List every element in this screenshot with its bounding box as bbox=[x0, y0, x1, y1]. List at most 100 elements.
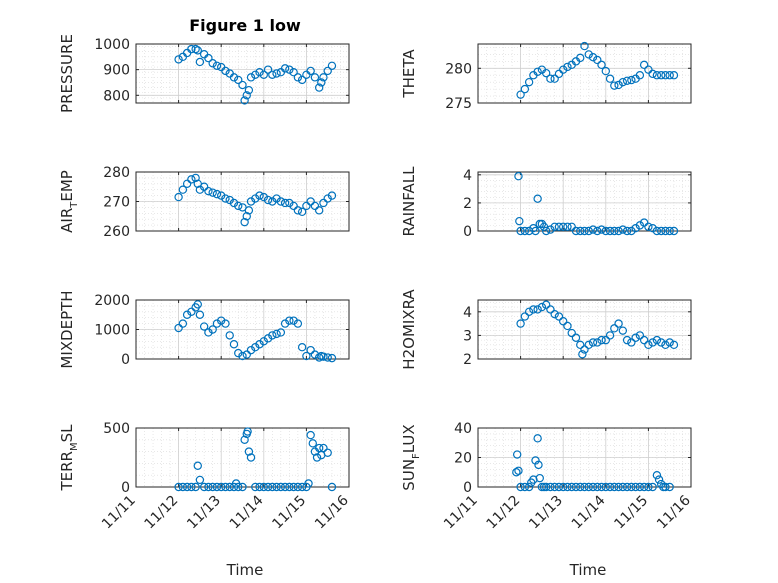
y-axis-label: TERRMSL bbox=[58, 424, 80, 492]
data-point bbox=[306, 345, 315, 355]
y-tick-label: 2 bbox=[463, 352, 472, 368]
data-point bbox=[639, 482, 649, 492]
data-point bbox=[588, 225, 598, 234]
data-point bbox=[622, 335, 632, 345]
data-point bbox=[601, 482, 611, 492]
data-point bbox=[225, 195, 234, 205]
data-point bbox=[302, 201, 311, 211]
data-point bbox=[622, 226, 632, 236]
subplot-rainfall: 0 2 4 RAINFALL bbox=[400, 166, 692, 240]
y-axis-label: H2OMIXRA bbox=[400, 289, 418, 370]
x-tick-label: 11/16 bbox=[654, 492, 694, 532]
data-point bbox=[618, 326, 628, 335]
axes-box bbox=[477, 299, 692, 360]
data-point bbox=[597, 60, 606, 70]
y-tick-label: 280 bbox=[445, 61, 472, 77]
data-point bbox=[259, 337, 268, 346]
data-point bbox=[199, 322, 209, 331]
data-point bbox=[639, 60, 649, 70]
data-point bbox=[665, 71, 674, 80]
data-point bbox=[546, 482, 555, 492]
data-point bbox=[204, 53, 213, 63]
data-point bbox=[216, 316, 226, 325]
y-tick-label: 500 bbox=[103, 421, 130, 437]
y-axis-label-subscript: M bbox=[69, 442, 80, 451]
data-point bbox=[610, 81, 619, 90]
data-point bbox=[263, 195, 273, 205]
data-point bbox=[512, 450, 522, 459]
data-point bbox=[618, 482, 628, 492]
data-point bbox=[614, 319, 623, 328]
axes-box bbox=[135, 427, 350, 488]
data-point bbox=[661, 226, 670, 236]
data-point bbox=[323, 66, 332, 76]
data-point bbox=[601, 66, 611, 76]
data-point bbox=[255, 340, 264, 349]
data-point bbox=[635, 482, 645, 492]
data-point bbox=[289, 316, 298, 325]
data-point bbox=[550, 74, 559, 83]
data-point bbox=[576, 482, 585, 492]
data-point bbox=[293, 319, 303, 328]
data-point bbox=[605, 226, 615, 236]
data-point bbox=[550, 309, 559, 319]
data-point bbox=[199, 482, 209, 492]
data-point bbox=[665, 482, 674, 492]
data-point bbox=[546, 305, 555, 314]
data-point bbox=[516, 226, 525, 236]
data-point bbox=[244, 206, 254, 215]
data-point bbox=[584, 340, 593, 350]
data-point bbox=[191, 482, 200, 492]
data-point bbox=[652, 71, 662, 80]
data-point bbox=[610, 226, 619, 236]
y-tick-label: 4 bbox=[463, 168, 472, 184]
y-tick-label: 0 bbox=[121, 352, 130, 368]
data-point bbox=[567, 222, 576, 231]
data-point bbox=[240, 96, 249, 105]
data-point bbox=[234, 482, 243, 492]
y-axis-label: AIRTEMP bbox=[58, 170, 80, 233]
y-axis-label: THETA bbox=[400, 49, 418, 99]
data-point bbox=[559, 65, 568, 74]
data-point bbox=[635, 331, 645, 340]
data-point bbox=[243, 427, 252, 436]
data-point bbox=[627, 338, 636, 347]
data-point bbox=[259, 192, 268, 202]
data-point bbox=[314, 206, 324, 215]
x-tick-label: 11/13 bbox=[184, 493, 224, 533]
y-tick-label: 260 bbox=[103, 224, 130, 240]
data-point bbox=[268, 482, 277, 492]
y-tick-label: 1000 bbox=[94, 323, 130, 339]
data-point bbox=[323, 353, 332, 362]
data-point bbox=[304, 479, 313, 488]
data-point bbox=[529, 305, 538, 314]
data-point bbox=[272, 194, 281, 203]
data-point bbox=[268, 70, 277, 79]
figure-title: Figure 1 low bbox=[189, 16, 301, 35]
data-point bbox=[622, 76, 632, 85]
data-point bbox=[187, 44, 196, 54]
x-tick-label: 11/12 bbox=[484, 493, 524, 533]
y-axis-label-main: PRESSURE bbox=[58, 34, 76, 113]
y-axis-label-main: AIR bbox=[58, 208, 76, 233]
data-point bbox=[533, 194, 542, 203]
data-point bbox=[178, 185, 188, 194]
data-point bbox=[618, 225, 628, 234]
data-point bbox=[314, 353, 324, 362]
data-point bbox=[571, 482, 581, 492]
data-point bbox=[648, 482, 657, 492]
data-point bbox=[263, 65, 273, 74]
data-point bbox=[605, 482, 615, 492]
data-point bbox=[234, 348, 243, 358]
axes-box bbox=[135, 43, 350, 104]
data-point bbox=[656, 338, 666, 347]
data-point bbox=[605, 74, 615, 83]
data-point bbox=[588, 338, 598, 347]
data-point bbox=[195, 475, 205, 485]
data-point bbox=[280, 482, 290, 492]
data-point bbox=[242, 91, 251, 100]
data-point bbox=[524, 482, 534, 492]
data-point bbox=[652, 335, 662, 345]
data-point bbox=[534, 460, 543, 470]
data-point bbox=[661, 71, 670, 80]
